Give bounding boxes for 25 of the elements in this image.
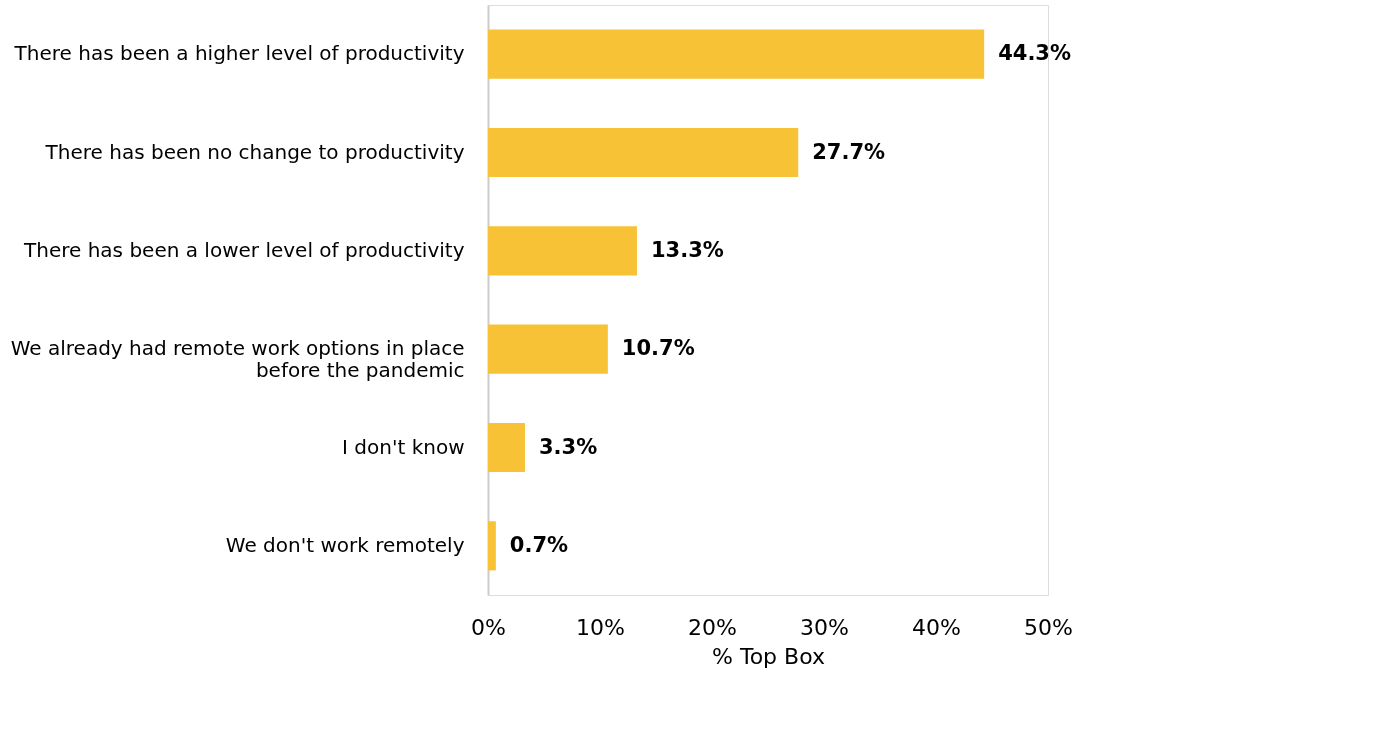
x-tick-label: 50% — [1024, 614, 1073, 640]
x-axis-title: % Top Box — [712, 643, 825, 669]
y-tick-label: There has been a higher level of productivity — [13, 41, 465, 66]
x-tick-label: 10% — [576, 614, 625, 640]
y-tick-label: We don't work remotely — [225, 532, 465, 557]
data-label: 3.3% — [538, 434, 598, 459]
bar — [488, 324, 608, 374]
y-tick-label: I don't know — [342, 434, 465, 459]
bar — [488, 127, 799, 178]
data-label: 10.7% — [621, 336, 695, 361]
data-label: 27.7% — [812, 139, 886, 164]
y-tick-label: There has been no change to productivity — [44, 139, 465, 164]
bar — [488, 226, 637, 276]
x-tick-label: 20% — [688, 614, 737, 640]
bar — [488, 422, 525, 473]
y-tick-label: There has been a lower level of productivity — [23, 237, 465, 262]
y-tick-label: We already had remote work options in place before the pandemic — [10, 336, 465, 383]
bar — [488, 29, 985, 79]
x-tick-label: 40% — [912, 614, 961, 640]
bar — [488, 521, 496, 571]
data-label: 44.3% — [998, 41, 1072, 66]
data-label: 0.7% — [509, 532, 569, 557]
x-tick-label: 30% — [800, 614, 849, 640]
data-label: 13.3% — [650, 237, 724, 262]
x-tick-label: 0% — [471, 614, 506, 640]
